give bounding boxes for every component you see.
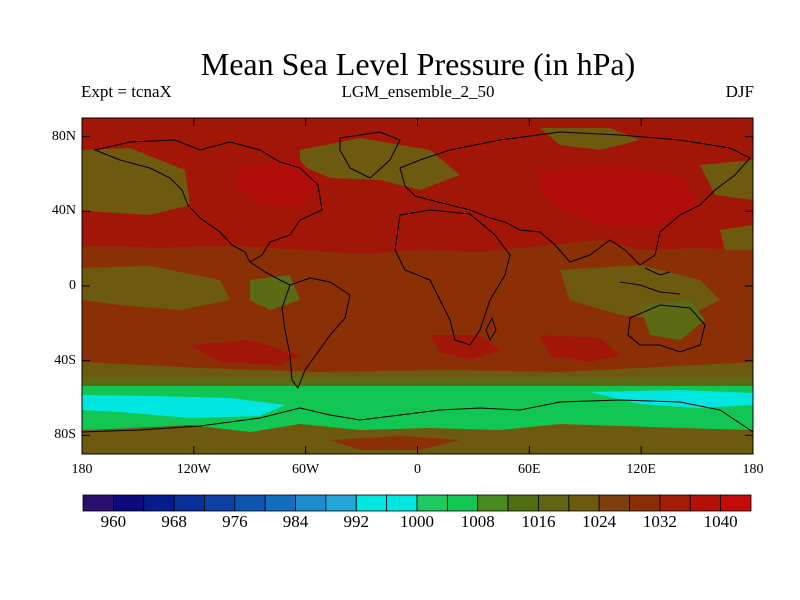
axis-ticks (81, 118, 754, 454)
field-olive-equator-pac (82, 266, 230, 310)
pressure-field (82, 118, 753, 454)
experiment-label: Expt = tcnaX (81, 82, 172, 101)
colorbar-tick-label: 992 (343, 512, 370, 531)
colorbar-swatch (689, 494, 722, 512)
field-antarctic-high (330, 436, 460, 450)
map-title: Mean Sea Level Pressure (in hPa) (200, 46, 636, 82)
colorbar-swatch (629, 494, 661, 512)
field-olive-east (720, 225, 753, 250)
field-high-south-io (540, 335, 620, 362)
colorbar-swatch (82, 494, 114, 512)
lon-tick-label: 60E (518, 462, 541, 477)
field-high-namerica (235, 160, 320, 205)
field-olive-south2 (82, 378, 753, 388)
lon-tick-label: 0 (414, 462, 421, 477)
lat-tick-label: 80N (51, 128, 76, 144)
field-high-siberia (540, 165, 700, 225)
colorbar-swatch (446, 494, 479, 512)
colorbar-tick-label: 1000 (400, 512, 434, 531)
colorbar-swatch (355, 494, 388, 512)
field-cyan-pacific (82, 395, 285, 418)
colorbar-tick-label: 1032 (642, 512, 677, 531)
lon-tick-label: 60W (292, 462, 320, 477)
colorbar-tick-label: 976 (222, 512, 248, 531)
colorbar-swatch (386, 494, 418, 512)
colorbar-swatch (477, 494, 509, 512)
lat-tick-label: 40N (51, 203, 76, 219)
lon-tick-label: 120E (626, 462, 656, 477)
colorbar-tick-label: 1024 (582, 512, 617, 531)
field-high-south-atl (430, 335, 500, 360)
coastlines (82, 131, 753, 433)
colorbar-swatch (659, 494, 691, 512)
field-olive-pacific-n (82, 148, 190, 215)
lon-tick-label: 180 (742, 462, 764, 477)
lon-tick-label: 180 (71, 462, 93, 477)
colorbar-swatch (143, 494, 175, 512)
lat-tick-label: 80S (54, 427, 76, 443)
colorbar-tick-label: 968 (161, 512, 187, 531)
colorbar-tick-label: 984 (282, 512, 309, 531)
colorbar-swatch (173, 494, 205, 512)
field-olive-north-atl (540, 128, 640, 150)
colorbar-swatch (598, 494, 630, 512)
lat-tick-label: 40S (54, 352, 76, 368)
season-label: DJF (725, 82, 754, 101)
lat-tick-label: 0 (69, 278, 76, 293)
colorbar-swatch (264, 494, 296, 512)
colorbar-tick-label: 960 (100, 512, 127, 531)
field-olive-australia (640, 300, 705, 340)
colorbar-tick-label: 1040 (703, 512, 738, 531)
colorbar-swatch (416, 494, 448, 512)
colorbar-swatch (204, 494, 236, 512)
colorbar-swatch (295, 494, 327, 512)
colorbar-swatch (568, 494, 600, 512)
colorbar-swatch (538, 494, 570, 512)
colorbar-swatch (112, 494, 145, 512)
field-cyan-io (590, 390, 753, 408)
colorbar-swatch (234, 494, 266, 512)
colorbar-swatch (507, 494, 539, 512)
colorbar-tick-label: 1008 (460, 512, 495, 531)
colorbar-swatch (720, 494, 752, 512)
field-high-south-pac (190, 340, 300, 365)
run-label: LGM_ensemble_2_50 (341, 82, 495, 101)
colorbar-tick-label: 1016 (521, 512, 556, 531)
colorbar-swatch (325, 494, 357, 512)
colorbar (82, 494, 752, 512)
lon-tick-label: 120W (176, 462, 211, 477)
